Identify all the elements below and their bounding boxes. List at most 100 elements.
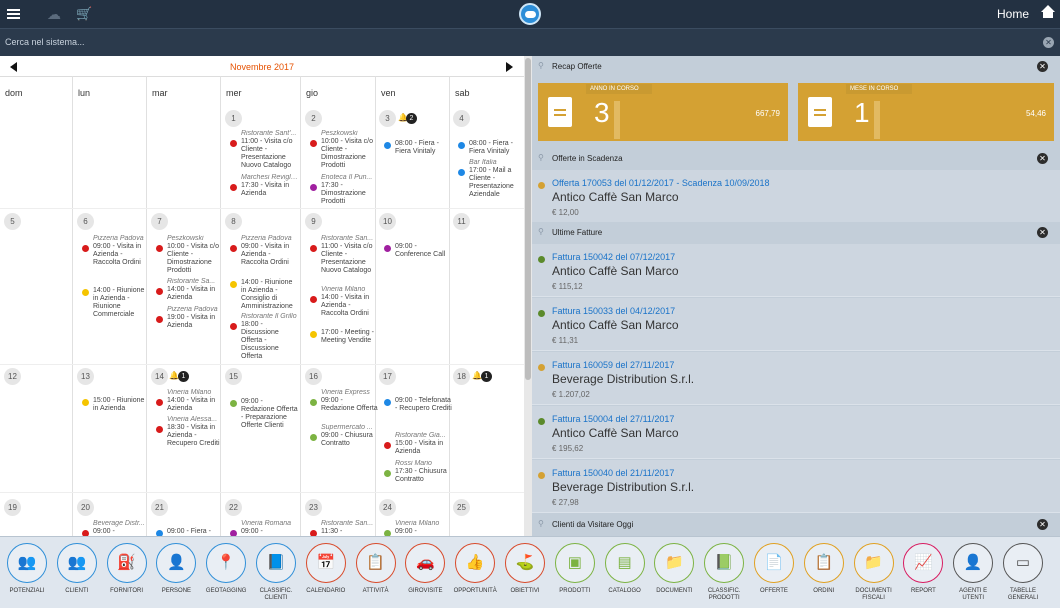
day-number[interactable]: 24 — [379, 499, 396, 516]
day-number[interactable]: 5 — [4, 213, 21, 230]
cart-icon[interactable]: 🛒 — [76, 6, 93, 21]
dock-button-agenti-e-utenti[interactable]: 👤 Agenti e Utenti — [951, 543, 995, 602]
day-number[interactable]: 3 — [379, 110, 396, 127]
day-number[interactable]: 17 — [379, 368, 396, 385]
pin-icon[interactable]: ⚲ — [538, 153, 544, 162]
day-number[interactable]: 11 — [453, 213, 470, 230]
calendar-event[interactable]: 09:00 - Telefonata - Recupero Crediti — [384, 397, 452, 413]
clear-search-icon[interactable]: ✕ — [1043, 37, 1054, 48]
dock-button-potenziali[interactable]: 👥 Potenziali — [5, 543, 49, 595]
calendar-event[interactable]: 14:00 - Riunione in Azienda - Riunione C… — [82, 287, 150, 319]
item-link[interactable]: Fattura 160059 del 27/11/2017 — [552, 360, 675, 370]
calendar-event[interactable]: Beverage Distr... 09:00 - — [82, 520, 150, 537]
dock-button-geotagging[interactable]: 📍 Geotagging — [204, 543, 248, 595]
calendar-event[interactable]: Ristorante Il Grillo 18:00 - Discussione … — [230, 313, 298, 361]
calendar-event[interactable]: Ristorante San... 11:30 - — [310, 520, 378, 537]
dock-button-offerte[interactable]: 📄 Offerte — [752, 543, 796, 595]
list-item[interactable]: Fattura 150004 del 27/11/2017 Antico Caf… — [532, 406, 1060, 459]
day-number[interactable]: 19 — [4, 499, 21, 516]
item-link[interactable]: Fattura 150004 del 27/11/2017 — [552, 414, 675, 424]
item-link[interactable]: Fattura 150033 del 04/12/2017 — [552, 306, 676, 316]
bell-icon[interactable]: 🔔 — [169, 371, 179, 380]
calendar-event[interactable]: Enoteca Il Pun... 17:30 - Dimostrazione P… — [310, 174, 378, 206]
dock-button-fornitori[interactable]: ⛽ Fornitori — [105, 543, 149, 595]
calendar-event[interactable]: Ristorante San... 11:00 - Visita c/o Clie… — [310, 235, 378, 275]
calendar-event[interactable]: Marchesi Revigli... 17:30 - Visita in Azi… — [230, 174, 298, 198]
calendar-event[interactable]: 09:00 - Conference Call — [384, 243, 452, 259]
calendar-event[interactable]: Vineria Express 09:00 - Redazione Offerta — [310, 389, 378, 413]
calendar-event[interactable]: Peszkowski 10:00 - Visita c/o Cliente - D… — [310, 130, 378, 170]
calendar-event[interactable]: 08:00 - Fiera - Fiera Vinitaly — [384, 140, 452, 156]
calendar-event[interactable]: Ristorante Gia... 15:00 - Visita in Azien… — [384, 432, 452, 456]
pin-icon[interactable]: ⚲ — [538, 227, 544, 236]
list-item[interactable]: Fattura 150040 del 21/11/2017 Beverage D… — [532, 460, 1060, 513]
calendar-scrollbar[interactable] — [524, 56, 532, 536]
calendar-event[interactable]: Pizzeria Padova 09:00 - Visita in Azienda… — [82, 235, 150, 267]
calendar-event[interactable]: Pizzeria Padova 19:00 - Visita in Azienda — [156, 306, 224, 330]
close-icon[interactable]: ✕ — [1037, 153, 1048, 164]
calendar-event[interactable]: Rossi Mario 17:30 - Chiusura Contratto — [384, 460, 452, 484]
search-input[interactable]: Cerca nel sistema... — [5, 37, 85, 47]
app-logo-icon[interactable] — [519, 3, 541, 25]
bell-icon[interactable]: 🔔 — [398, 113, 408, 122]
scrollbar-thumb[interactable] — [525, 58, 531, 380]
dock-button-opportunit-[interactable]: 👍 Opportunità — [453, 543, 497, 595]
day-number[interactable]: 23 — [305, 499, 322, 516]
day-number[interactable]: 20 — [77, 499, 94, 516]
cloud-icon[interactable]: ☁ — [47, 6, 61, 22]
item-link[interactable]: Offerta 170053 del 01/12/2017 - Scadenza… — [552, 178, 770, 188]
calendar-event[interactable]: Pizzeria Padova 09:00 - Visita in Azienda… — [230, 235, 298, 267]
recap-anno-card[interactable]: Anno in corso 3 667,79 — [538, 83, 788, 141]
day-number[interactable]: 21 — [151, 499, 168, 516]
dock-button-obiettivi[interactable]: ⛳ Obiettivi — [503, 543, 547, 595]
dock-button-clienti[interactable]: 👥 Clienti — [55, 543, 99, 595]
home-icon[interactable] — [1041, 5, 1055, 19]
list-item[interactable]: Fattura 150033 del 04/12/2017 Antico Caf… — [532, 298, 1060, 351]
calendar-event[interactable]: Vineria Alessa... 18:30 - Visita in Azien… — [156, 416, 224, 448]
prev-month-icon[interactable] — [10, 62, 17, 72]
dock-button-calendario[interactable]: 📅 Calendario — [304, 543, 348, 595]
calendar-event[interactable]: Peszkowski 10:00 - Visita c/o Cliente - D… — [156, 235, 224, 275]
dock-button-ordini[interactable]: 📋 Ordini — [802, 543, 846, 595]
calendar-event[interactable]: Vineria Romana 09:00 - — [230, 520, 298, 537]
dock-button-persone[interactable]: 👤 Persone — [154, 543, 198, 595]
dock-button-attivit-[interactable]: 📋 Attività — [354, 543, 398, 595]
day-number[interactable]: 7 — [151, 213, 168, 230]
close-icon[interactable]: ✕ — [1037, 227, 1048, 238]
dock-button-documenti[interactable]: 📁 Documenti — [652, 543, 696, 595]
calendar-event[interactable]: Supermercato ... 09:00 - Chiusura Contrat… — [310, 424, 378, 448]
dock-button-documenti-fiscali[interactable]: 📁 Documenti Fiscali — [852, 543, 896, 602]
close-icon[interactable]: ✕ — [1037, 61, 1048, 72]
pin-icon[interactable]: ⚲ — [538, 61, 544, 70]
close-icon[interactable]: ✕ — [1037, 519, 1048, 530]
day-number[interactable]: 1 — [225, 110, 242, 127]
day-number[interactable]: 9 — [305, 213, 322, 230]
item-link[interactable]: Fattura 150042 del 07/12/2017 — [552, 252, 676, 262]
dock-button-prodotti[interactable]: ▣ Prodotti — [553, 543, 597, 595]
dock-button-report[interactable]: 📈 Report — [901, 543, 945, 595]
day-number[interactable]: 10 — [379, 213, 396, 230]
day-number[interactable]: 8 — [225, 213, 242, 230]
dock-button-girovisite[interactable]: 🚗 Girovisite — [403, 543, 447, 595]
dock-button-tabelle-generali[interactable]: ▭ Tabelle Generali — [1001, 543, 1045, 602]
calendar-event[interactable]: 09:00 - Fiera - — [156, 528, 224, 537]
calendar-event[interactable]: Vineria Milano 14:00 - Visita in Azienda … — [310, 286, 378, 318]
calendar-event[interactable]: Vineria Milano 09:00 - — [384, 520, 452, 537]
recap-mese-card[interactable]: Mese in corso 1 54,46 — [798, 83, 1054, 141]
calendar-event[interactable]: 08:00 - Fiera - Fiera Vinitaly — [458, 140, 526, 156]
day-number[interactable]: 16 — [305, 368, 322, 385]
calendar-event[interactable]: 17:00 - Meeting - Meeting Vendite — [310, 329, 378, 345]
day-number[interactable]: 18 — [453, 368, 470, 385]
calendar-event[interactable]: Vineria Milano 14:00 - Visita in Azienda — [156, 389, 224, 413]
calendar-event[interactable]: 09:00 - Redazione Offerta - Preparazione… — [230, 398, 298, 430]
calendar-event[interactable]: 14:00 - Riunione in Azienda - Consiglio … — [230, 279, 298, 311]
day-number[interactable]: 25 — [453, 499, 470, 516]
day-number[interactable]: 13 — [77, 368, 94, 385]
pin-icon[interactable]: ⚲ — [538, 519, 544, 528]
day-number[interactable]: 2 — [305, 110, 322, 127]
dock-button-classific-prodotti[interactable]: 📗 Classific. Prodotti — [702, 543, 746, 602]
dock-button-catalogo[interactable]: ▤ Catalogo — [603, 543, 647, 595]
calendar-event[interactable]: Bar Italia 17:00 - Mail a Cliente - Prese… — [458, 159, 526, 199]
calendar-event[interactable]: Ristorante Sant'... 11:00 - Visita c/o Cl… — [230, 130, 298, 170]
day-number[interactable]: 12 — [4, 368, 21, 385]
